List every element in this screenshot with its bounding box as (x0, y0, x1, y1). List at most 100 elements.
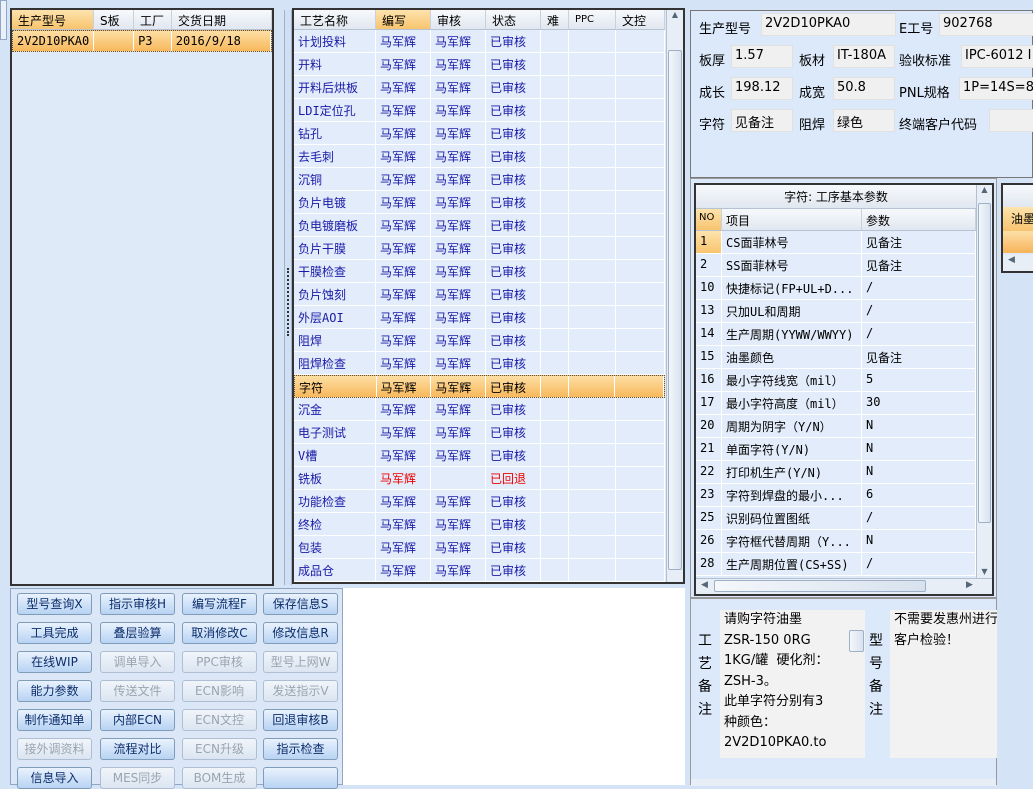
process-row[interactable]: 负片蚀刻 马军辉 马军辉 已审核 (294, 283, 665, 306)
action-button[interactable]: ECN升级 (182, 738, 257, 760)
process-row[interactable]: 开料后烘板 马军辉 马军辉 已审核 (294, 76, 665, 99)
process-row[interactable]: 阻焊 马军辉 马军辉 已审核 (294, 329, 665, 352)
col-factory[interactable]: 工厂 (134, 10, 172, 29)
action-button[interactable]: 编写流程F (182, 593, 257, 615)
action-button[interactable]: 型号上网W (263, 651, 338, 673)
thickness-field[interactable]: 1.57 (731, 45, 793, 68)
param-row[interactable]: 10 快捷标记(FP+UL+D... / (696, 277, 976, 300)
action-button[interactable] (263, 767, 338, 789)
action-button[interactable]: MES同步 (100, 767, 175, 789)
action-button[interactable]: 传送文件 (100, 680, 175, 702)
process-row[interactable]: 功能检查 马军辉 马军辉 已审核 (294, 490, 665, 513)
process-row[interactable]: 电子测试 马军辉 马军辉 已审核 (294, 421, 665, 444)
standard-field[interactable]: IPC-6012 I (961, 45, 1033, 68)
action-button[interactable]: 制作通知单 (17, 709, 92, 731)
process-row[interactable]: 铣板 马军辉 已回退 (294, 467, 665, 490)
action-button[interactable]: 保存信息S (263, 593, 338, 615)
param-row[interactable]: 23 字符到焊盘的最小... 6 (696, 484, 976, 507)
scroll-left-icon[interactable]: ◀ (701, 580, 708, 590)
param-row[interactable]: 16 最小字符线宽（mil） 5 (696, 369, 976, 392)
scroll-down-icon[interactable]: ▼ (981, 567, 988, 576)
action-button[interactable]: 调单导入 (100, 651, 175, 673)
width-field[interactable]: 50.8 (833, 77, 895, 100)
process-row[interactable]: V槽 马军辉 马军辉 已审核 (294, 444, 665, 467)
action-button[interactable]: 指示审核H (100, 593, 175, 615)
char-field[interactable]: 见备注 (731, 109, 793, 132)
scroll-thumb[interactable] (668, 50, 682, 570)
process-row[interactable]: 阻焊检查 马军辉 马军辉 已审核 (294, 352, 665, 375)
col-reviewer[interactable]: 审核 (431, 10, 486, 29)
action-button[interactable]: 能力参数 (17, 680, 92, 702)
action-button[interactable]: 指示检查 (263, 738, 338, 760)
material-field[interactable]: IT-180A (833, 45, 895, 68)
action-button[interactable]: BOM生成 (182, 767, 257, 789)
col-item[interactable]: 项目 (722, 209, 862, 230)
param-row[interactable]: 22 打印机生产(Y/N) N (696, 461, 976, 484)
action-button[interactable]: 回退审核B (263, 709, 338, 731)
col-doc-control[interactable]: 文控 (616, 10, 665, 29)
action-button[interactable]: 取消修改C (182, 622, 257, 644)
splitter-handle[interactable] (284, 10, 292, 585)
process-row[interactable]: 负片干膜 马军辉 马军辉 已审核 (294, 237, 665, 260)
model-remark-text[interactable]: 不需要发惠州进行 客户检验！ (890, 610, 1000, 758)
process-row[interactable]: 终检 马军辉 马军辉 已审核 (294, 513, 665, 536)
col-process[interactable]: 工艺名称 (294, 10, 376, 29)
scroll-thumb[interactable] (978, 203, 991, 523)
param-row[interactable]: 26 字符框代替周期（Y... N (696, 530, 976, 553)
param-row[interactable]: 17 最小字符高度（mil） 30 (696, 392, 976, 415)
col-ppc[interactable]: PPC (569, 10, 616, 29)
mask-field[interactable]: 绿色 (833, 109, 895, 132)
col-difficulty[interactable]: 难 (541, 10, 569, 29)
e-no-field[interactable]: 902768 (939, 13, 1033, 36)
scroll-up-icon[interactable]: ▲ (981, 185, 988, 194)
process-row[interactable]: 成品仓 马军辉 马军辉 已审核 (294, 559, 665, 582)
param-row[interactable]: 20 周期为阴字（Y/N） N (696, 415, 976, 438)
param-row[interactable]: 14 生产周期(YYWW/WWYY) / (696, 323, 976, 346)
customer-code-field[interactable] (989, 109, 1033, 132)
process-row[interactable]: 包装 马军辉 马军辉 已审核 (294, 536, 665, 559)
process-row[interactable]: 负片电镀 马军辉 马军辉 已审核 (294, 191, 665, 214)
action-button[interactable]: 在线WIP (17, 651, 92, 673)
model-field[interactable]: 2V2D10PKA0 (761, 13, 896, 36)
hscroll-thumb[interactable] (714, 580, 926, 592)
process-row[interactable]: 沉铜 马军辉 马军辉 已审核 (294, 168, 665, 191)
param-row[interactable]: 25 识别码位置图纸 / (696, 507, 976, 530)
process-row[interactable]: 外层AOI 马军辉 马军辉 已审核 (294, 306, 665, 329)
remarks-hscrollbar[interactable] (691, 779, 996, 786)
col-param[interactable]: 参数 (862, 209, 976, 230)
param-row[interactable]: 28 生产周期位置(CS+SS) / (696, 553, 976, 576)
col-status[interactable]: 状态 (486, 10, 541, 29)
length-field[interactable]: 198.12 (731, 77, 793, 100)
side-grid-row[interactable] (1003, 231, 1033, 253)
action-button[interactable]: 工具完成 (17, 622, 92, 644)
action-button[interactable]: 信息导入 (17, 767, 92, 789)
action-button[interactable]: 发送指示V (263, 680, 338, 702)
params-hscrollbar[interactable]: ◀ ▶ (696, 578, 992, 594)
action-button[interactable]: 流程对比 (100, 738, 175, 760)
process-row[interactable]: 负电镀磨板 马军辉 马军辉 已审核 (294, 214, 665, 237)
process-row[interactable]: 钻孔 马军辉 马军辉 已审核 (294, 122, 665, 145)
col-model[interactable]: 生产型号 (12, 10, 94, 29)
process-row[interactable]: 沉金 马军辉 马军辉 已审核 (294, 398, 665, 421)
scroll-thumb[interactable] (849, 630, 864, 652)
action-button[interactable]: ECN影响 (182, 680, 257, 702)
process-row[interactable]: 字符 马军辉 马军辉 已审核 (294, 375, 665, 398)
process-row[interactable]: 开料 马军辉 马军辉 已审核 (294, 53, 665, 76)
action-button[interactable]: 接外调资料 (17, 738, 92, 760)
pnl-field[interactable]: 1P=14S=8U (959, 77, 1033, 100)
process-row[interactable]: LDI定位孔 马军辉 马军辉 已审核 (294, 99, 665, 122)
process-row[interactable]: 干膜检查 马军辉 马军辉 已审核 (294, 260, 665, 283)
action-button[interactable]: 型号查询X (17, 593, 92, 615)
param-row[interactable]: 15 油墨颜色 见备注 (696, 346, 976, 369)
order-row[interactable]: 2V2D10PKA0 P3 2016/9/18 (12, 30, 272, 52)
scroll-up-icon[interactable]: ▲ (671, 10, 679, 19)
col-writer[interactable]: 编写 (376, 10, 431, 29)
action-button[interactable]: 叠层验算 (100, 622, 175, 644)
process-remark-text[interactable]: 请购字符油墨 ZSR-150 0RG 1KG/罐 硬化剂： ZSH-3。 此单字… (720, 610, 865, 758)
process-remark-scrollbar[interactable] (848, 610, 865, 758)
side-grid-header[interactable]: 油墨 (1003, 207, 1033, 231)
col-date[interactable]: 交货日期 (172, 10, 272, 29)
process-row[interactable]: 计划投料 马军辉 马军辉 已审核 (294, 30, 665, 53)
process-row[interactable]: 去毛刺 马军辉 马军辉 已审核 (294, 145, 665, 168)
action-button[interactable]: PPC审核 (182, 651, 257, 673)
